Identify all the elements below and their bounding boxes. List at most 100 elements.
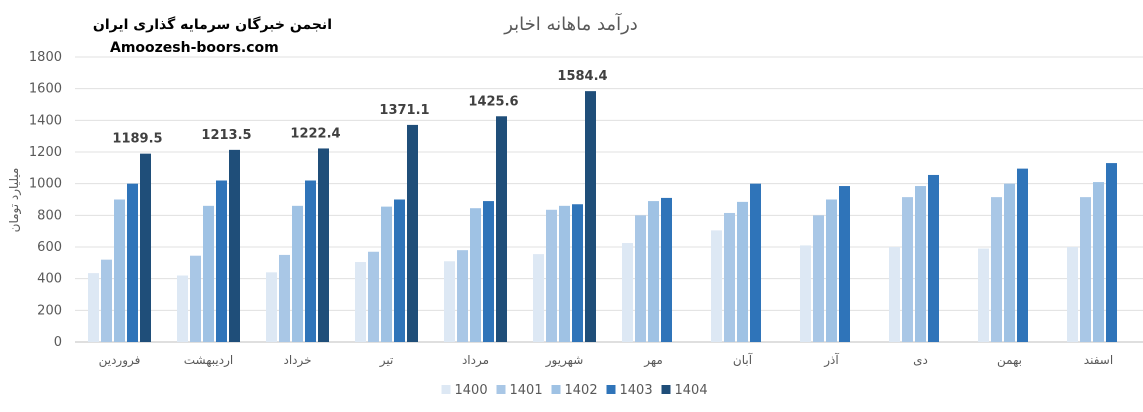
y-tick-label: 400 [37, 272, 62, 287]
legend-label: 1403 [620, 383, 653, 398]
bar-1402 [114, 199, 125, 342]
bar-1400 [978, 248, 989, 342]
data-label: 1213.5 [201, 128, 251, 143]
bar-1400 [800, 245, 811, 342]
legend-label: 1402 [565, 383, 598, 398]
x-tick-label: اسفند [1084, 353, 1113, 367]
bar-1403 [127, 183, 138, 342]
bar-1402 [648, 201, 659, 342]
gridlines [75, 56, 1143, 343]
legend-swatch [606, 385, 616, 394]
bar-1403 [1017, 168, 1028, 342]
y-tick-label: 1200 [29, 145, 62, 160]
bar-1402 [826, 199, 837, 342]
legend-label: 1401 [510, 383, 543, 398]
data-label: 1189.5 [112, 132, 162, 147]
bar-1404 [496, 116, 507, 342]
bar-1402 [1093, 182, 1104, 342]
bar-1400 [355, 262, 366, 342]
data-label: 1425.6 [468, 94, 518, 109]
bar-1403 [839, 186, 850, 342]
bar-1400 [177, 275, 188, 342]
x-tick-label: تیر [379, 353, 394, 368]
x-tick-label: مهر [643, 353, 663, 368]
y-tick-label: 1600 [29, 82, 62, 97]
y-tick-label: 1800 [29, 50, 62, 65]
legend-swatch [496, 385, 506, 394]
bar-1403 [572, 204, 583, 342]
bar-1400 [1067, 247, 1078, 342]
x-tick-label: آذر [823, 352, 839, 368]
bar-1401 [546, 209, 557, 342]
x-tick-label: فروردین [99, 353, 141, 368]
bar-1401 [724, 212, 735, 342]
bar-1402 [559, 205, 570, 342]
data-label: 1371.1 [379, 103, 429, 118]
watermark-url: Amoozesh-boors.com [110, 40, 279, 56]
bar-1400 [533, 254, 544, 342]
x-tick-label: آبان [733, 352, 753, 367]
bar-1402 [1004, 183, 1015, 342]
bar-1401 [991, 197, 1002, 342]
bar-1402 [381, 206, 392, 342]
x-tick-label: شهریور [545, 353, 584, 368]
legend-swatch [551, 385, 561, 394]
bar-1403 [1106, 163, 1117, 342]
bar-1400 [622, 243, 633, 342]
legend-swatch [661, 385, 671, 394]
y-tick-label: 1000 [29, 177, 62, 192]
bar-1401 [1080, 197, 1091, 342]
chart-title: درآمد ماهانه اخابر [503, 12, 638, 35]
bar-1401 [635, 215, 646, 342]
bars [88, 91, 1117, 343]
bar-1402 [737, 201, 748, 342]
bar-1402 [915, 186, 926, 342]
x-tick-label: خرداد [283, 353, 311, 368]
bar-1401 [190, 255, 201, 342]
bar-1403 [928, 174, 939, 342]
x-tick-label: بهمن [997, 353, 1022, 368]
y-tick-label: 0 [54, 335, 62, 350]
bar-1404 [229, 149, 240, 342]
y-tick-label: 1400 [29, 113, 62, 128]
bar-1404 [318, 148, 329, 342]
y-tick-label: 200 [37, 303, 62, 318]
x-tick-label: مرداد [462, 353, 489, 368]
bar-1402 [292, 205, 303, 342]
bar-1403 [394, 199, 405, 342]
bar-1403 [305, 180, 316, 342]
x-tick-label: دی [913, 353, 928, 367]
bar-1402 [470, 208, 481, 342]
bar-1401 [457, 250, 468, 342]
legend-label: 1400 [455, 383, 488, 398]
bar-1401 [813, 215, 824, 342]
data-label: 1584.4 [557, 69, 607, 84]
bar-1403 [750, 183, 761, 342]
bar-1400 [889, 247, 900, 342]
y-tick-labels: 0 200 400 600 800 1000 1200 1400 1600 1800 [29, 50, 62, 350]
bar-1404 [407, 124, 418, 342]
y-tick-label: 600 [37, 240, 62, 255]
legend-swatch [441, 385, 451, 394]
x-tick-labels: فروردین اردیبهشت خرداد تیر مرداد شهریور مهر آبا… [99, 352, 1114, 368]
bar-1404 [140, 153, 151, 342]
bar-1401 [902, 197, 913, 342]
legend-label: 1404 [675, 383, 708, 398]
bar-1401 [279, 254, 290, 342]
bar-1403 [661, 197, 672, 342]
watermark-persian: انجمن خبرگان سرمایه گذاری ایران [92, 17, 332, 33]
y-axis-label: میلیارد تومان [7, 168, 22, 233]
legend: 1400 1401 1402 1403 1404 [441, 383, 708, 398]
bar-1403 [483, 201, 494, 342]
y-tick-label: 800 [37, 208, 62, 223]
bar-1400 [711, 230, 722, 342]
bar-1400 [88, 273, 99, 342]
data-labels: 1189.5 1213.5 1222.4 1371.1 1425.6 1584.4 [112, 69, 607, 147]
bar-1400 [266, 272, 277, 342]
bar-1401 [368, 251, 379, 342]
bar-1403 [216, 180, 227, 342]
bar-1401 [101, 259, 112, 342]
bar-1404 [585, 91, 596, 343]
data-label: 1222.4 [290, 126, 340, 141]
